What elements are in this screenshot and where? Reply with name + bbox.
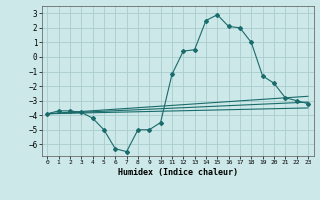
- X-axis label: Humidex (Indice chaleur): Humidex (Indice chaleur): [118, 168, 237, 177]
